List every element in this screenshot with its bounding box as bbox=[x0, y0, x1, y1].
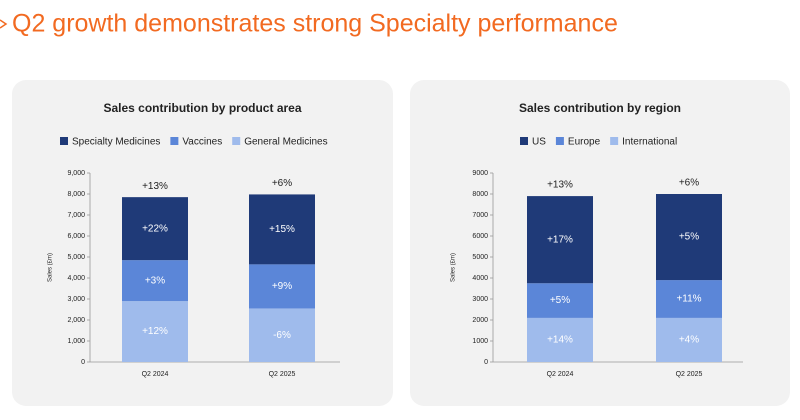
legend-label: Specialty Medicines bbox=[72, 137, 160, 148]
total-label: +6% bbox=[272, 178, 292, 189]
x-tick-label: Q2 2025 bbox=[269, 371, 296, 378]
legend-label: General Medicines bbox=[244, 137, 327, 148]
y-tick-label: 6000 bbox=[472, 233, 488, 240]
legend-label: Vaccines bbox=[182, 137, 222, 148]
title-arrow bbox=[0, 19, 8, 29]
bar-segment bbox=[122, 260, 188, 302]
y-tick-label: 7000 bbox=[472, 212, 488, 219]
y-tick-label: 5000 bbox=[472, 254, 488, 261]
segment-label: +5% bbox=[679, 232, 699, 243]
bar-segment bbox=[122, 197, 188, 261]
legend-label: International bbox=[622, 137, 677, 148]
y-axis-label: Sales (£m) bbox=[48, 253, 54, 282]
segment-label: +4% bbox=[679, 335, 699, 346]
y-tick-label: 3,000 bbox=[67, 296, 85, 303]
legend-swatch bbox=[520, 137, 528, 145]
bar-segment bbox=[527, 283, 593, 318]
segment-label: +14% bbox=[547, 335, 573, 346]
total-label: +13% bbox=[142, 181, 168, 192]
bar-segment bbox=[249, 194, 315, 265]
total-label: +6% bbox=[679, 178, 699, 189]
y-tick-label: 4000 bbox=[472, 275, 488, 282]
bar-segment bbox=[122, 301, 188, 362]
x-tick-label: Q2 2025 bbox=[676, 371, 703, 378]
bar-segment bbox=[527, 196, 593, 284]
y-tick-label: 8000 bbox=[472, 191, 488, 198]
segment-label: +5% bbox=[550, 295, 570, 306]
segment-label: +22% bbox=[142, 223, 168, 234]
x-tick-label: Q2 2024 bbox=[142, 371, 169, 378]
segment-label: +15% bbox=[269, 224, 295, 235]
y-tick-label: 5,000 bbox=[67, 254, 85, 261]
segment-label: +12% bbox=[142, 326, 168, 337]
legend-swatch bbox=[555, 137, 564, 145]
segment-label: +11% bbox=[676, 294, 701, 305]
legend-swatch bbox=[170, 137, 179, 145]
slide-title: Q2 growth demonstrates strong Specialty … bbox=[12, 10, 618, 38]
y-tick-label: 8,000 bbox=[67, 191, 85, 198]
bar-segment bbox=[527, 317, 593, 362]
y-tick-label: 0 bbox=[484, 359, 488, 366]
y-tick-label: 9,000 bbox=[67, 170, 85, 177]
panel bbox=[410, 80, 790, 406]
chart-title: Sales contribution by region bbox=[519, 101, 681, 115]
y-tick-label: 9000 bbox=[472, 170, 488, 177]
segment-label: +17% bbox=[547, 234, 573, 245]
panel bbox=[12, 80, 393, 406]
y-tick-label: 3000 bbox=[472, 296, 488, 303]
segment-label: -6% bbox=[273, 330, 291, 341]
x-tick-label: Q2 2024 bbox=[547, 371, 574, 378]
bar-segment bbox=[249, 308, 315, 362]
legend-label: Europe bbox=[568, 137, 601, 148]
legend-swatch bbox=[60, 137, 68, 145]
y-axis-label: Sales (£m) bbox=[451, 253, 457, 282]
y-tick-label: 7,000 bbox=[67, 212, 85, 219]
bar-segment bbox=[656, 317, 722, 362]
bar-segment bbox=[656, 280, 722, 318]
segment-label: +3% bbox=[145, 275, 165, 286]
legend-swatch bbox=[610, 137, 619, 145]
bar-segment bbox=[656, 194, 722, 281]
y-tick-label: 1,000 bbox=[67, 338, 85, 345]
total-label: +13% bbox=[547, 180, 573, 191]
y-tick-label: 2000 bbox=[472, 317, 488, 324]
legend-label: US bbox=[532, 137, 546, 148]
y-tick-label: 4,000 bbox=[67, 275, 85, 282]
y-tick-label: 2,000 bbox=[67, 317, 85, 324]
chart-title: Sales contribution by product area bbox=[103, 101, 301, 115]
segment-label: +9% bbox=[272, 281, 292, 292]
y-tick-label: 6,000 bbox=[67, 233, 85, 240]
y-tick-label: 0 bbox=[81, 359, 85, 366]
y-tick-label: 1000 bbox=[472, 338, 488, 345]
legend-swatch bbox=[232, 137, 241, 145]
bar-segment bbox=[249, 264, 315, 309]
